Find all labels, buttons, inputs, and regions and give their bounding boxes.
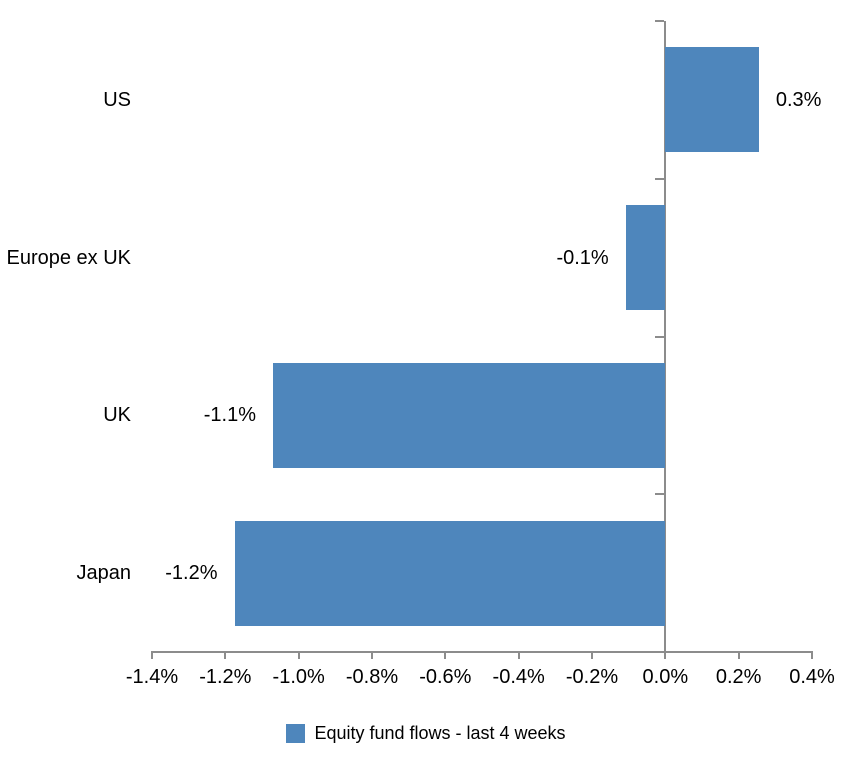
x-tick-label: 0.4% bbox=[789, 666, 835, 688]
category-label: US bbox=[103, 88, 131, 111]
category-tick bbox=[655, 177, 665, 180]
x-tick-label: -0.2% bbox=[565, 666, 619, 688]
x-tick-label: -0.4% bbox=[492, 666, 545, 688]
x-tick bbox=[737, 652, 740, 659]
x-tick bbox=[591, 652, 593, 659]
bar bbox=[665, 47, 759, 153]
x-tick bbox=[517, 652, 520, 659]
value-label: -1.1% bbox=[203, 404, 256, 427]
x-tick bbox=[664, 652, 667, 659]
x-tick bbox=[371, 652, 373, 659]
x-tick-label: 0.2% bbox=[715, 666, 762, 688]
category-tick bbox=[655, 20, 665, 22]
category-tick bbox=[655, 493, 665, 496]
zero-axis-line bbox=[664, 21, 667, 653]
x-tick-label: -0.8% bbox=[345, 666, 399, 688]
category-label: Japan bbox=[76, 562, 132, 585]
legend-color-swatch bbox=[286, 724, 306, 743]
x-tick-label: -1.2% bbox=[199, 666, 252, 688]
category-label: Europe ex UK bbox=[6, 246, 131, 269]
category-tick bbox=[655, 335, 665, 338]
x-tick bbox=[297, 652, 300, 659]
x-tick-label: 0.0% bbox=[642, 666, 689, 688]
x-tick bbox=[224, 652, 227, 659]
x-tick bbox=[811, 652, 813, 659]
value-label: -1.2% bbox=[165, 562, 218, 585]
category-label: UK bbox=[103, 404, 131, 427]
x-tick bbox=[444, 652, 447, 659]
value-label: -0.1% bbox=[556, 246, 609, 269]
legend: Equity fund flows - last 4 weeks bbox=[0, 723, 852, 744]
bar bbox=[273, 362, 666, 468]
bar bbox=[234, 520, 666, 626]
bar bbox=[625, 205, 666, 311]
x-tick-label: -1.4% bbox=[125, 666, 179, 688]
x-tick-label: -1.0% bbox=[272, 666, 325, 688]
value-label: 0.3% bbox=[775, 88, 822, 111]
x-tick bbox=[151, 652, 153, 659]
x-axis-line bbox=[151, 651, 813, 653]
x-tick-label: -0.6% bbox=[419, 666, 472, 688]
legend-label: Equity fund flows - last 4 weeks bbox=[314, 723, 566, 743]
